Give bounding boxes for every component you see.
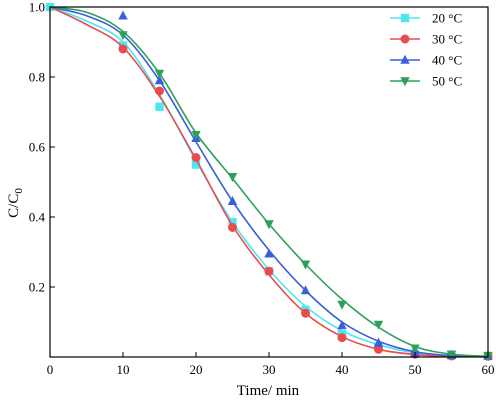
data-point bbox=[191, 160, 201, 169]
series-4 bbox=[49, 6, 493, 361]
legend-item: 30 °C bbox=[390, 32, 462, 47]
data-point bbox=[374, 344, 383, 354]
series-3 bbox=[49, 6, 493, 360]
data-point bbox=[154, 69, 165, 79]
data-point bbox=[300, 285, 311, 295]
data-point bbox=[227, 196, 238, 205]
data-point bbox=[264, 266, 274, 276]
plot-frame bbox=[49, 6, 489, 358]
legend-item: 40 °C bbox=[390, 53, 462, 68]
x-tick-label: 50 bbox=[409, 362, 422, 377]
data-point bbox=[228, 223, 237, 232]
data-point bbox=[301, 308, 310, 318]
y-tick-label: 0.2 bbox=[29, 280, 45, 295]
data-point bbox=[373, 337, 384, 347]
data-point bbox=[155, 86, 164, 96]
legend-marker bbox=[400, 34, 410, 44]
legend-label: 50 °C bbox=[432, 74, 462, 89]
series-line bbox=[49, 6, 489, 358]
data-point bbox=[337, 320, 347, 330]
axes: 0 10 20 30 40 50 60 0.2 0.4 0.6 0.8 1.0 bbox=[29, 0, 495, 377]
x-axis-title: Time/ min bbox=[237, 383, 300, 399]
data-point bbox=[155, 102, 164, 111]
legend-marker bbox=[400, 54, 410, 64]
legend-item: 20 °C bbox=[390, 11, 462, 26]
y-tick-label: 0.8 bbox=[29, 70, 45, 85]
data-point bbox=[373, 320, 384, 330]
x-tick-label: 40 bbox=[336, 362, 349, 377]
y-tick-label: 1.0 bbox=[29, 0, 45, 15]
data-point bbox=[118, 31, 128, 41]
y-axis-title-main: C/C bbox=[6, 194, 22, 218]
data-point bbox=[264, 248, 274, 258]
series-line bbox=[49, 6, 489, 358]
legend-label: 40 °C bbox=[432, 53, 462, 68]
x-tick-label: 10 bbox=[117, 362, 130, 377]
data-point bbox=[446, 350, 457, 360]
data-point bbox=[337, 333, 347, 343]
legend-marker bbox=[400, 13, 410, 23]
x-tick-label: 20 bbox=[190, 362, 203, 377]
series-2 bbox=[49, 6, 493, 361]
data-point bbox=[154, 75, 165, 85]
x-tick-label: 30 bbox=[263, 362, 276, 377]
data-point bbox=[410, 344, 420, 354]
legend-label: 30 °C bbox=[432, 32, 462, 47]
plot-area bbox=[45, 2, 493, 361]
data-point bbox=[300, 260, 311, 270]
legend-label: 20 °C bbox=[432, 11, 462, 26]
series-line bbox=[49, 6, 489, 358]
legend-marker bbox=[400, 77, 410, 87]
series-1 bbox=[45, 2, 493, 361]
series-line bbox=[49, 6, 489, 358]
y-tick-label: 0.4 bbox=[29, 210, 46, 225]
x-tick-label: 60 bbox=[482, 362, 495, 377]
legend-item: 50 °C bbox=[390, 74, 462, 89]
data-point bbox=[227, 173, 238, 182]
data-point bbox=[337, 300, 347, 310]
y-axis-title: C/C0 bbox=[6, 188, 25, 218]
x-tick-label: 0 bbox=[47, 362, 54, 377]
data-point bbox=[118, 10, 128, 20]
y-tick-label: 0.6 bbox=[29, 140, 46, 155]
legend: 20 °C 30 °C 40 °C 50 °C bbox=[390, 11, 462, 89]
y-axis-title-subscript: 0 bbox=[13, 188, 25, 194]
data-point bbox=[228, 218, 237, 227]
data-point bbox=[191, 153, 201, 162]
data-point bbox=[118, 44, 128, 54]
data-point bbox=[191, 131, 201, 140]
data-point bbox=[264, 220, 274, 230]
